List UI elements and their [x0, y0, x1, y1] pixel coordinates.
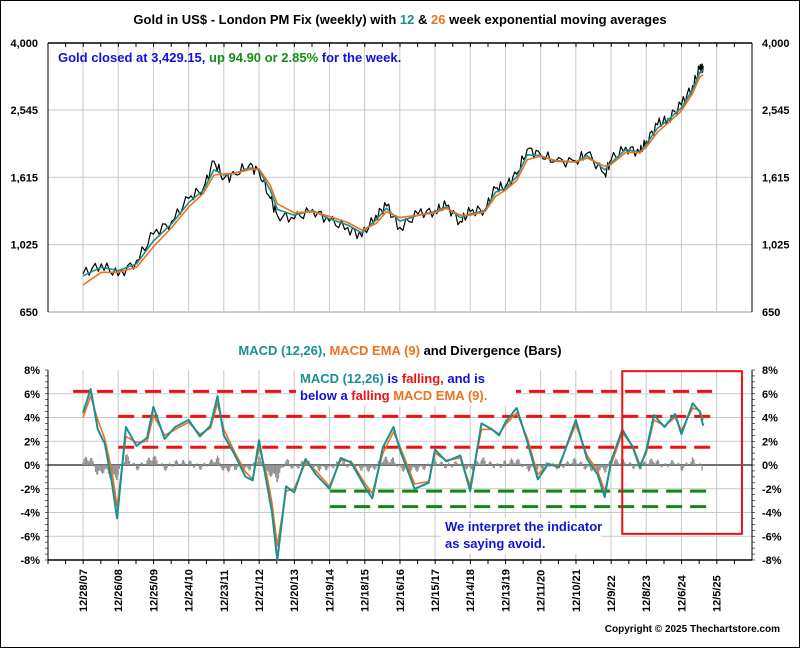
macd-ytick-right: -6%: [762, 531, 782, 543]
x-tick-label: 12/21/12: [254, 569, 266, 612]
macd-chart-title: MACD (12,26), MACD EMA (9) and Divergenc…: [238, 343, 561, 358]
copyright-text: Copyright © 2025 Thechartstore.com: [605, 624, 780, 635]
annotation-part: below a: [300, 388, 351, 403]
title-part: and Divergence (Bars): [420, 343, 562, 358]
avoid-note-line: as saying avoid.: [445, 536, 545, 551]
x-tick-label: 12/18/15: [360, 569, 372, 612]
x-tick-label: 12/25/09: [148, 569, 160, 612]
title-part: 26: [431, 12, 445, 27]
annotation-part: as saying avoid.: [445, 536, 545, 551]
macd-note-bg: [296, 370, 516, 406]
annotation-part: up 94.90 or 2.85%: [209, 50, 319, 65]
x-tick-label: 12/13/19: [500, 569, 512, 612]
annotation-part: falling,: [402, 371, 444, 386]
price-ytick-right: 2,545: [762, 105, 790, 117]
title-part: 12: [400, 12, 414, 27]
macd-ytick-left: -8%: [20, 555, 40, 567]
x-tick-label: 12/6/24: [676, 574, 688, 612]
price-series-26-week-ema: [82, 74, 704, 286]
avoid-note-bg: [441, 518, 601, 554]
macd-ytick-left: 6%: [24, 389, 40, 401]
x-tick-label: 12/23/11: [219, 570, 231, 612]
title-part: MACD EMA (9): [329, 343, 420, 358]
macd-ytick-left: 0%: [24, 460, 40, 472]
macd-note-line: MACD (12,26) is falling, and is: [300, 371, 485, 386]
macd-ytick-right: -2%: [762, 484, 782, 496]
x-tick-label: 12/26/08: [113, 569, 125, 612]
annotation-part: Gold closed at 3,429.15,: [58, 50, 209, 65]
price-annotation: Gold closed at 3,429.15, up 94.90 or 2.8…: [58, 50, 401, 65]
macd-ytick-right: 2%: [762, 436, 778, 448]
annotation-part: for the week.: [318, 50, 401, 65]
price-chart-title: Gold in US$ - London PM Fix (weekly) wit…: [133, 12, 666, 27]
macd-ytick-left: -6%: [20, 531, 40, 543]
x-tick-label: 12/24/10: [184, 569, 196, 612]
price-ytick-left: 2,545: [10, 105, 38, 117]
title-part: Gold in US$ - London PM Fix (weekly) wit…: [133, 12, 400, 27]
avoid-note-line: We interpret the indicator: [445, 519, 602, 534]
price-ytick-left: 650: [20, 307, 38, 319]
x-tick-label: 12/20/13: [289, 569, 301, 612]
macd-ytick-left: 4%: [24, 413, 40, 425]
annotation-part: and is: [444, 371, 485, 386]
price-ytick-right: 4,000: [762, 38, 790, 50]
price-ytick-right: 650: [762, 307, 780, 319]
x-axis-labels: 12/28/07 12/26/08 12/25/09 12/24/10 12/23/11…: [78, 568, 724, 612]
price-ytick-right: 1,025: [762, 240, 790, 252]
annotation-part: falling: [351, 388, 389, 403]
macd-ytick-right: 0%: [762, 460, 778, 472]
x-tick-label: 12/5/25: [712, 575, 724, 612]
macd-ytick-right: 4%: [762, 413, 778, 425]
price-ytick-left: 1,025: [10, 240, 38, 252]
x-tick-label: 12/10/21: [571, 569, 583, 612]
macd-panel: 8% 8% 6% 6% 4% 4% 2% 2% 0% 0% -2% -2% -4% -4% -6% -6% -8…: [20, 365, 781, 567]
annotation-part: MACD EMA (9).: [390, 388, 488, 403]
macd-ytick-right: 8%: [762, 365, 778, 377]
x-tick-label: 12/14/18: [465, 569, 477, 612]
macd-ytick-right: 6%: [762, 389, 778, 401]
macd-ytick-left: 8%: [24, 365, 40, 377]
x-tick-label: 12/8/23: [641, 575, 653, 612]
macd-ytick-left: -2%: [20, 484, 40, 496]
price-ytick-left: 1,615: [10, 172, 38, 184]
macd-ytick-left: -4%: [20, 508, 40, 520]
price-series-gold-weekly-close: [82, 63, 704, 277]
price-panel: 4,000 4,000 2,545 2,545 1,615 1,615 1,025 1,025…: [10, 38, 789, 319]
highlight-box: [621, 370, 743, 535]
title-part: week exponential moving averages: [445, 12, 666, 27]
annotation-part: is: [384, 371, 402, 386]
x-tick-label: 12/19/14: [324, 568, 336, 612]
x-tick-label: 12/15/17: [430, 569, 442, 612]
price-ytick-right: 1,615: [762, 172, 790, 184]
annotation-part: We interpret the indicator: [445, 519, 602, 534]
x-tick-label: 12/16/16: [395, 569, 407, 612]
macd-note-line: below a falling MACD EMA (9).: [300, 388, 487, 403]
price-ytick-left: 4,000: [10, 38, 38, 50]
macd-ytick-right: -4%: [762, 508, 782, 520]
x-tick-label: 12/28/07: [78, 569, 90, 612]
macd-line: [82, 388, 705, 561]
macd-ytick-left: 2%: [24, 436, 40, 448]
annotation-part: MACD (12,26): [300, 371, 384, 386]
title-part: MACD (12,26),: [238, 343, 329, 358]
title-part: &: [414, 12, 431, 27]
x-tick-label: 12/11/20: [536, 570, 548, 612]
x-tick-label: 12/9/22: [606, 575, 618, 612]
macd-ytick-right: -8%: [762, 555, 782, 567]
